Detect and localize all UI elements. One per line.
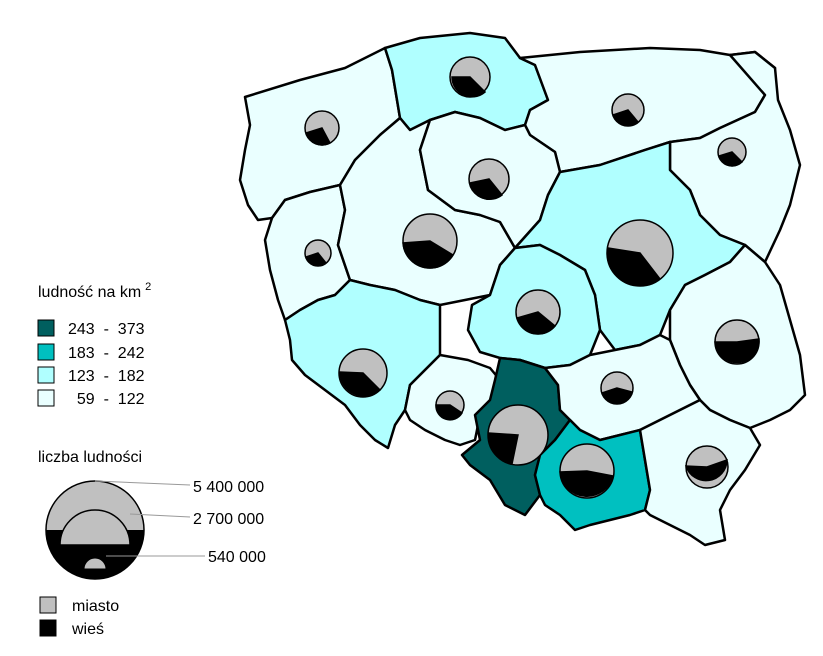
pie-kujawsko-pomorskie (468, 158, 510, 200)
density-swatch-1 (37, 319, 55, 337)
size-label-large: 5 400 000 (193, 479, 264, 496)
pie-lodzkie (515, 289, 561, 335)
leader-line-large (94, 480, 191, 486)
pie-warminsko-mazurskie (611, 93, 645, 127)
pie-podlaskie (717, 137, 747, 167)
density-label-2: 183 - 242 (68, 345, 145, 362)
pie-zachodniopomorskie (304, 110, 340, 146)
pie-wielkopolskie (402, 213, 458, 269)
label-miasto: miasto (72, 598, 119, 615)
size-label-medium: 2 700 000 (193, 511, 264, 528)
pie-slaskie (487, 404, 549, 466)
pie-mazowieckie (606, 219, 674, 287)
population-legend-title: liczba ludności (38, 449, 142, 466)
pie-lubelskie (714, 319, 760, 365)
density-label-1: 243 - 373 (68, 321, 145, 338)
size-circle-medium (59, 509, 131, 546)
pie-swietokrzyskie (600, 371, 634, 405)
density-label-4: 59 - 122 (68, 391, 145, 408)
size-label-small: 540 000 (208, 549, 266, 566)
pie-dolnoslaskie (338, 348, 388, 398)
density-swatch-4 (37, 389, 55, 407)
density-legend-title: ludność na km 2 (38, 281, 151, 301)
leader-line-medium (129, 513, 191, 518)
pie-malopolskie (559, 443, 615, 499)
label-wies: wieś (71, 621, 104, 638)
density-swatch-2 (37, 343, 55, 361)
population-pies (304, 56, 760, 499)
pie-lubuskie (304, 239, 332, 267)
density-legend: ludność na km 2 243 - 373 183 - 242 123 -… (37, 281, 151, 408)
population-legend: liczba ludności 5 400 000 2 700 000 540 … (38, 449, 266, 580)
pie-pomorskie (449, 56, 491, 98)
pie-podkarpackie (684, 445, 729, 489)
density-swatch-3 (37, 366, 55, 384)
swatch-wies (39, 619, 57, 637)
share-legend: miasto wieś (39, 596, 119, 638)
pie-opolskie (435, 390, 465, 421)
density-label-3: 123 - 182 (68, 368, 145, 385)
size-circle-small (83, 557, 107, 570)
swatch-miasto (39, 596, 57, 614)
